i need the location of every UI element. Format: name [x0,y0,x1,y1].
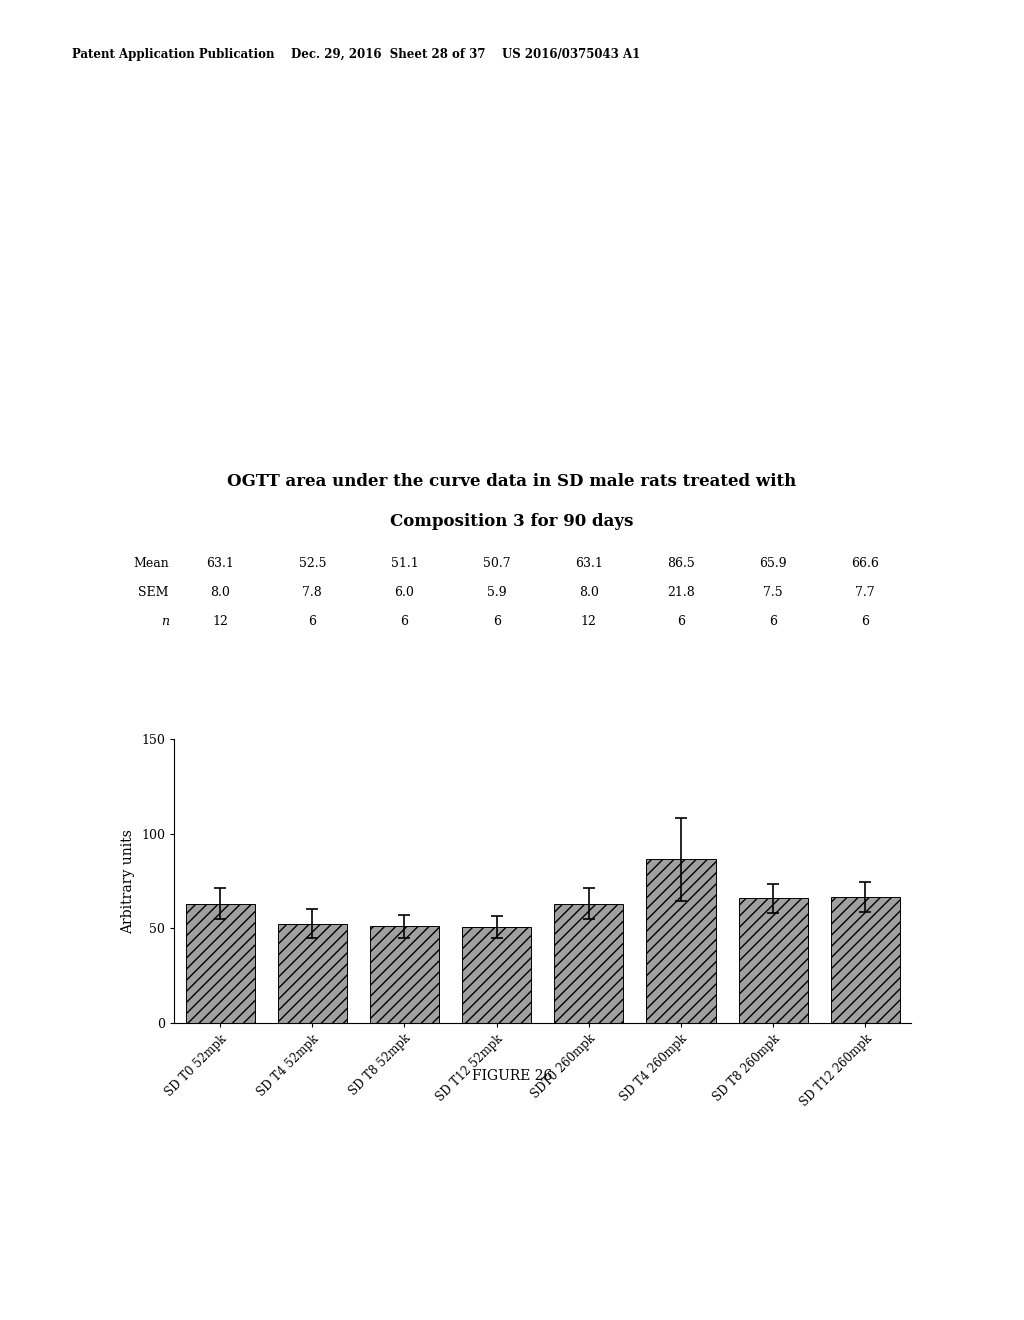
Text: 52.5: 52.5 [299,557,326,570]
Text: 7.5: 7.5 [763,586,783,599]
Text: 66.6: 66.6 [851,557,880,570]
Text: 7.8: 7.8 [302,586,323,599]
Text: OGTT area under the curve data in SD male rats treated with: OGTT area under the curve data in SD mal… [227,474,797,490]
Text: 6: 6 [861,615,869,628]
Text: 6: 6 [493,615,501,628]
Text: 6: 6 [677,615,685,628]
Text: 5.9: 5.9 [486,586,507,599]
Text: 12: 12 [212,615,228,628]
Text: Patent Application Publication    Dec. 29, 2016  Sheet 28 of 37    US 2016/03750: Patent Application Publication Dec. 29, … [72,48,640,61]
Bar [462,927,531,1023]
Bar [830,898,900,1023]
Bar [278,924,347,1023]
Text: FIGURE 26: FIGURE 26 [472,1069,552,1082]
Text: 21.8: 21.8 [667,586,695,599]
Text: 6: 6 [400,615,409,628]
Text: n: n [161,615,169,628]
Text: Composition 3 for 90 days: Composition 3 for 90 days [390,513,634,529]
Text: 51.1: 51.1 [390,557,419,570]
Text: 63.1: 63.1 [574,557,603,570]
Bar [646,859,716,1023]
Text: 65.9: 65.9 [760,557,786,570]
Text: Mean: Mean [133,557,169,570]
Bar [370,927,439,1023]
Text: 86.5: 86.5 [667,557,695,570]
Text: 12: 12 [581,615,597,628]
Y-axis label: Arbitrary units: Arbitrary units [122,829,135,933]
Bar [554,904,624,1023]
Bar [185,904,255,1023]
Text: 50.7: 50.7 [483,557,510,570]
Text: SEM: SEM [138,586,169,599]
Text: 63.1: 63.1 [206,557,234,570]
Text: 6: 6 [308,615,316,628]
Text: 6: 6 [769,615,777,628]
Text: 6.0: 6.0 [394,586,415,599]
Text: 8.0: 8.0 [579,586,599,599]
Bar [738,899,808,1023]
Text: 7.7: 7.7 [855,586,876,599]
Text: 8.0: 8.0 [210,586,230,599]
